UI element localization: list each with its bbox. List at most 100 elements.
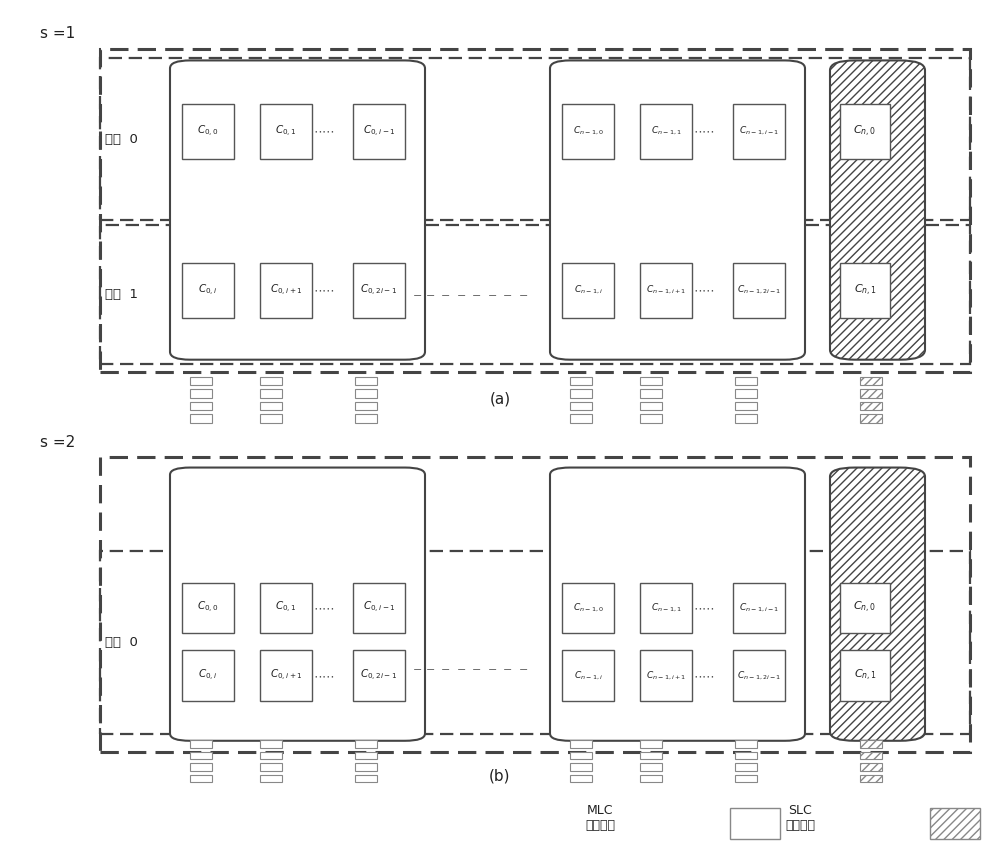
Bar [190,752,212,759]
Text: $C_{n-1,i+1}$: $C_{n-1,i+1}$ [646,669,686,681]
Text: (a): (a) [489,392,511,407]
Bar [100,457,970,752]
Bar [733,651,785,701]
Bar [860,752,882,759]
Bar [182,263,234,318]
Text: 条带  1: 条带 1 [105,288,138,300]
Bar [260,414,282,423]
Text: $C_{0,0}$: $C_{0,0}$ [197,600,219,615]
Bar [260,775,282,782]
Bar [860,775,882,782]
Text: s =2: s =2 [40,435,75,449]
Text: $C_{n,1}$: $C_{n,1}$ [854,668,876,683]
Bar [640,752,662,759]
Text: SLC
闪存芯片: SLC 闪存芯片 [785,805,815,832]
Bar [190,775,212,782]
Bar [860,401,882,411]
Bar [640,377,662,385]
Bar [100,225,970,364]
Bar [860,763,882,771]
Bar [355,775,377,782]
Bar [260,377,282,385]
Bar [840,263,890,318]
Bar [640,775,662,782]
Bar [190,740,212,748]
Bar [735,775,757,782]
Bar [860,377,882,385]
Text: $C_{0,1}$: $C_{0,1}$ [275,123,297,139]
Text: $C_{n-1,i-1}$: $C_{n-1,i-1}$ [739,602,779,614]
Bar [930,808,980,839]
Bar [355,389,377,398]
Bar [190,763,212,771]
FancyBboxPatch shape [830,61,925,360]
Bar [840,583,890,633]
Bar [570,389,592,398]
Bar [260,583,312,633]
Text: MLC
闪存芯片: MLC 闪存芯片 [585,805,615,832]
Bar [570,377,592,385]
Text: (b): (b) [489,769,511,784]
Text: $C_{0,i+1}$: $C_{0,i+1}$ [270,282,302,298]
Text: $\cdots\cdots$: $\cdots\cdots$ [689,669,715,682]
Text: $-\,-\,-\,-\,-\,-\,-\,-$: $-\,-\,-\,-\,-\,-\,-\,-$ [412,663,528,673]
Bar [640,389,662,398]
Text: $C_{0,i-1}$: $C_{0,i-1}$ [363,123,395,139]
Text: $C_{n-1,2i-1}$: $C_{n-1,2i-1}$ [737,284,781,296]
Bar [260,104,312,158]
Text: $C_{n-1,0}$: $C_{n-1,0}$ [573,125,603,137]
FancyBboxPatch shape [170,467,425,740]
Bar [260,401,282,411]
Text: $C_{n,0}$: $C_{n,0}$ [853,123,877,139]
Bar [640,104,692,158]
Bar [190,401,212,411]
Bar [840,104,890,158]
Text: $C_{0,0}$: $C_{0,0}$ [197,123,219,139]
Bar [640,651,692,701]
Bar [640,583,692,633]
Text: $C_{0,2i-1}$: $C_{0,2i-1}$ [360,668,398,683]
Text: $\cdots\cdots$: $\cdots\cdots$ [309,284,335,297]
Bar [355,414,377,423]
Text: $\cdots\cdots$: $\cdots\cdots$ [689,602,715,615]
Text: $C_{n-1,i+1}$: $C_{n-1,i+1}$ [646,284,686,296]
Bar [182,651,234,701]
Bar [860,414,882,423]
Bar [355,377,377,385]
Bar [562,651,614,701]
Bar [355,752,377,759]
Text: $\cdots\cdots$: $\cdots\cdots$ [309,602,335,615]
Text: $C_{n-1,1}$: $C_{n-1,1}$ [651,602,681,614]
Text: $C_{n-1,1}$: $C_{n-1,1}$ [651,125,681,137]
FancyBboxPatch shape [550,467,805,740]
Bar [260,651,312,701]
Bar [733,583,785,633]
Bar [260,752,282,759]
Bar [562,263,614,318]
Bar [100,58,970,220]
Bar [100,550,970,734]
Bar [735,389,757,398]
Bar [190,377,212,385]
Text: 条带  0: 条带 0 [105,133,138,146]
Bar [182,104,234,158]
Text: $C_{n-1,i-1}$: $C_{n-1,i-1}$ [739,125,779,137]
Bar [355,763,377,771]
Bar [353,104,405,158]
Bar [100,49,970,372]
Text: $-\,-\,-\,-\,-\,-\,-\,-$: $-\,-\,-\,-\,-\,-\,-\,-$ [412,289,528,300]
Bar [640,763,662,771]
Bar [182,583,234,633]
Bar [353,263,405,318]
Text: $C_{n-1,i}$: $C_{n-1,i}$ [574,669,602,681]
Text: $C_{0,i}$: $C_{0,i}$ [198,282,218,298]
Bar [735,414,757,423]
Bar [733,104,785,158]
Bar [260,263,312,318]
Bar [735,401,757,411]
Bar [260,763,282,771]
Bar [562,104,614,158]
Bar [735,740,757,748]
Bar [570,763,592,771]
Bar [733,263,785,318]
